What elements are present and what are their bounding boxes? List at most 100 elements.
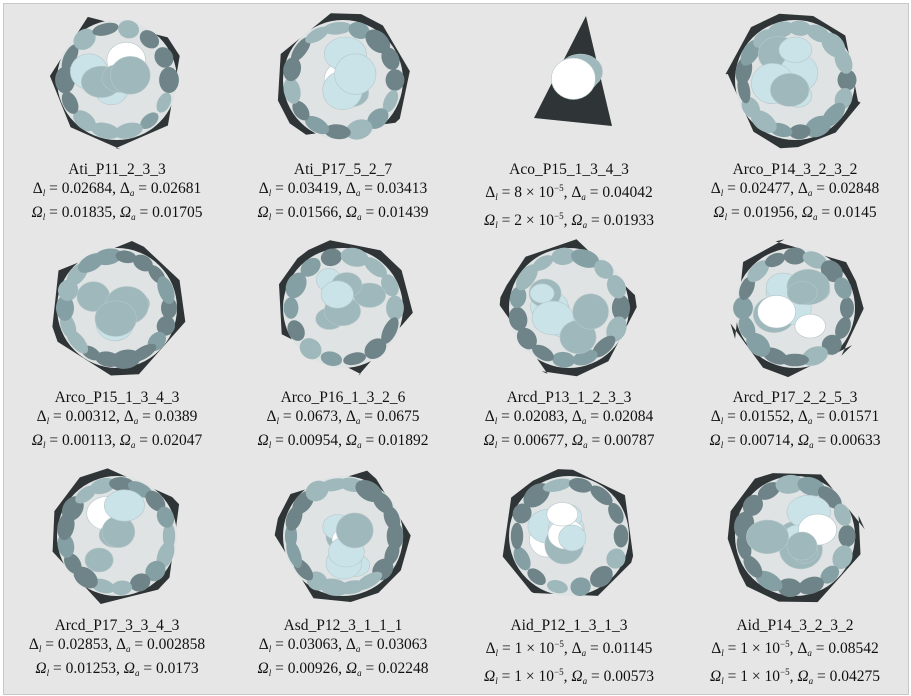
packed-ellipse	[532, 344, 554, 362]
subscript-a: a	[583, 440, 588, 450]
metric-value: 0.02477	[739, 180, 791, 197]
packed-ellipse	[305, 26, 329, 44]
omega-symbol: Ω	[801, 204, 813, 221]
packed-ellipse	[820, 565, 840, 584]
delta-line: Δl = 0.03063, Δa = 0.03063	[258, 636, 428, 654]
packed-ellipse	[139, 30, 160, 49]
omega-line: Ωl = 0.00677, Ωa = 0.00787	[483, 432, 655, 450]
packed-ellipse	[743, 555, 763, 578]
packed-ellipse	[156, 506, 175, 528]
packed-ellipse	[833, 503, 852, 526]
packed-ellipse	[55, 66, 75, 94]
metric-value: 0.002858	[146, 636, 206, 653]
packed-ellipse	[606, 275, 627, 299]
packed-ellipse	[733, 296, 753, 320]
subscript-a: a	[130, 440, 136, 450]
packed-ellipse	[513, 546, 531, 571]
subscript-l: l	[720, 188, 724, 198]
packed-ellipse	[606, 548, 626, 569]
packed-ellipse	[838, 525, 856, 547]
omega-line: Ωl = 0.00113, Ωa = 0.02047	[31, 432, 203, 450]
metric-value: 0.03413	[376, 180, 428, 197]
packed-ellipse	[820, 260, 843, 283]
omega-symbol: Ω	[345, 204, 358, 221]
omega-symbol: Ω	[797, 668, 809, 685]
packed-ellipse	[381, 47, 400, 70]
omega-symbol: Ω	[31, 204, 43, 221]
packed-ellipse	[92, 22, 119, 36]
metric-value: 0.02083	[513, 408, 565, 425]
packed-ellipse	[94, 300, 137, 337]
ellipsoid-packing-render	[727, 473, 865, 603]
omega-line: Ωl = 0.01835, Ωa = 0.01705	[31, 204, 203, 222]
delta-line: Δl = 0.00312, Δa = 0.0389	[36, 408, 198, 426]
metric-value: 0.00573	[603, 668, 654, 685]
packed-ellipse	[608, 503, 624, 524]
subscript-l: l	[268, 188, 272, 198]
delta-symbol: Δ	[266, 408, 277, 425]
subscript-l: l	[42, 212, 46, 222]
packed-ellipse	[832, 545, 853, 570]
packed-ellipse	[73, 28, 96, 50]
packed-ellipse	[551, 57, 596, 100]
packed-ellipse	[323, 21, 352, 35]
metric-value: 0.03419	[287, 180, 339, 197]
subscript-l: l	[268, 644, 272, 654]
subscript-l: l	[495, 192, 498, 202]
delta-line: Δl = 8 × 10−5, Δa = 0.04042	[485, 183, 653, 202]
panel-name: Arcd_P13_1_2_3_3	[506, 389, 632, 406]
subscript-l: l	[268, 440, 272, 450]
packed-ellipse	[531, 300, 574, 336]
packing-panel: Ati_P11_2_3_3 Δl = 0.02684, Δa = 0.02681 Ω…	[4, 8, 230, 238]
packed-ellipse	[343, 352, 366, 366]
omega-line: Ωl = 0.00714, Ωa = 0.00633	[709, 432, 881, 450]
exponent: −5	[554, 183, 564, 193]
packed-ellipse	[381, 274, 399, 297]
packed-ellipse	[285, 272, 307, 299]
metric-value: 0.01892	[378, 432, 429, 449]
panel-caption: Aid_P14_3_2_3_2 Δl = 1 × 10−5, Δa = 0.085…	[682, 616, 908, 691]
metric-value: 1 × 10	[514, 668, 555, 685]
subscript-a: a	[807, 416, 813, 426]
subscript-l: l	[720, 416, 724, 426]
metric-value: 0.02248	[378, 660, 429, 677]
packed-ellipse	[558, 524, 587, 552]
packed-ellipse	[516, 327, 537, 350]
packed-ellipse	[340, 247, 369, 267]
subscript-a: a	[808, 676, 814, 686]
omega-line: Ωl = 2 × 10−5, Ωa = 0.01933	[484, 211, 654, 230]
metric-value: 0.02684	[61, 180, 113, 197]
exponent: −5	[554, 639, 564, 649]
metric-value: 0.03063	[287, 636, 339, 653]
subscript-l: l	[724, 212, 728, 222]
metric-value: 2 × 10	[514, 212, 555, 229]
packed-ellipse	[755, 570, 783, 592]
omega-symbol: Ω	[797, 432, 810, 449]
packed-ellipse	[287, 320, 305, 341]
packed-ellipse	[570, 577, 591, 597]
subscript-l: l	[42, 188, 46, 198]
subscript-l: l	[494, 416, 498, 426]
packed-ellipse	[61, 44, 79, 71]
delta-symbol: Δ	[484, 408, 495, 425]
panel-name: Arco_P15_1_3_4_3	[54, 389, 180, 406]
metric-value: 1 × 10	[740, 668, 781, 685]
delta-symbol: Δ	[32, 180, 43, 197]
packed-ellipse	[840, 297, 854, 319]
ellipsoid-packing-render	[725, 13, 861, 149]
packed-ellipse	[802, 251, 828, 269]
delta-line: Δl = 0.0673, Δa = 0.0675	[266, 408, 420, 426]
metric-value: 0.08542	[828, 640, 879, 657]
delta-symbol: Δ	[797, 408, 808, 425]
metric-value: 0.03063	[376, 636, 428, 653]
packed-ellipse	[592, 335, 616, 358]
packed-ellipse	[381, 317, 399, 344]
delta-line: Δl = 0.01552, Δa = 0.01571	[710, 408, 880, 426]
packed-ellipse	[95, 351, 121, 368]
panel-name: Aid_P12_1_3_1_3	[510, 617, 628, 634]
subscript-a: a	[131, 212, 136, 222]
packed-ellipse	[770, 73, 810, 107]
packed-ellipse	[73, 110, 97, 132]
subscript-a: a	[129, 188, 135, 198]
packed-ellipse	[154, 47, 174, 68]
